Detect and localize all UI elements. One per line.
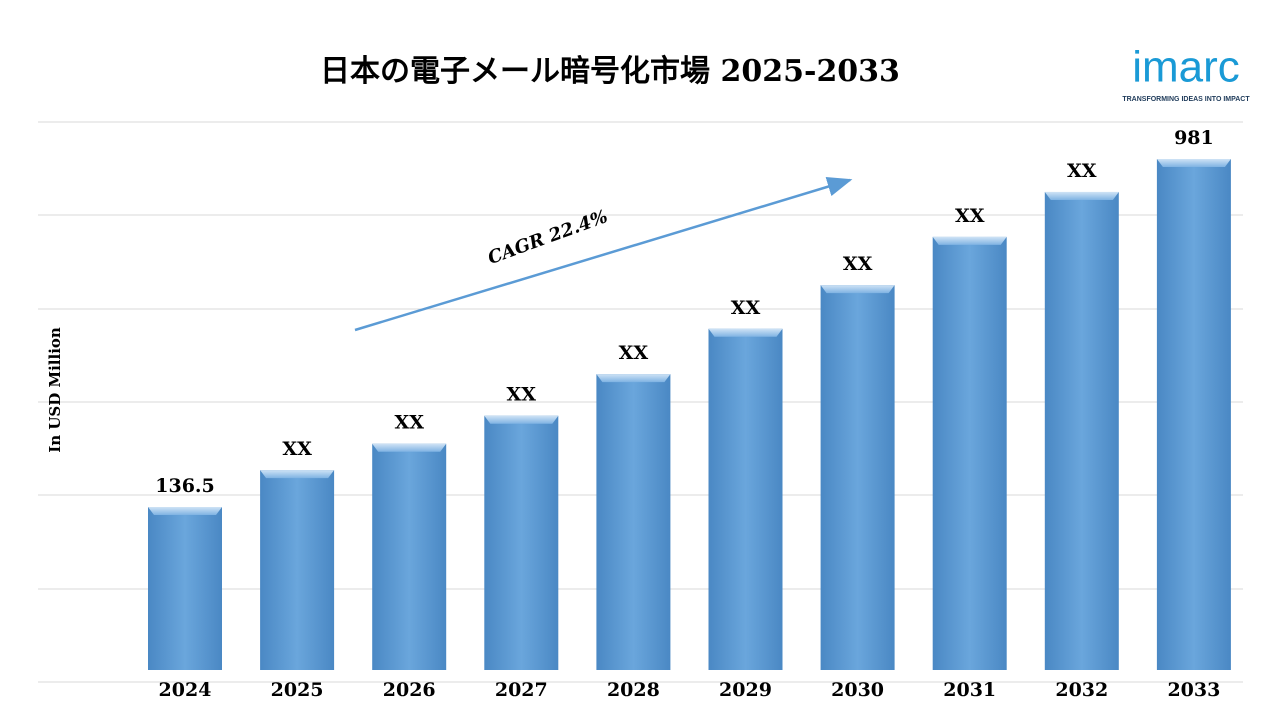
bar — [596, 374, 671, 670]
logo-tagline: TRANSFORMING IDEAS INTO IMPACT — [1122, 96, 1250, 103]
bar — [1156, 159, 1231, 670]
x-tick-label: 2028 — [607, 679, 660, 701]
bar-cap — [372, 443, 447, 452]
bar — [372, 443, 447, 670]
y-axis-label: In USD Million — [46, 327, 64, 453]
bar — [484, 415, 559, 670]
bar-cap — [820, 285, 895, 294]
x-tick-label: 2030 — [831, 679, 884, 701]
x-tick-label: 2031 — [943, 679, 996, 701]
bar — [932, 236, 1007, 671]
bar — [1044, 191, 1119, 670]
x-tick-label: 2032 — [1055, 679, 1108, 701]
value-label: XX — [843, 253, 873, 275]
x-tick-label: 2027 — [495, 679, 548, 701]
logo-name: imarc — [1132, 43, 1240, 92]
bar — [820, 285, 895, 670]
bar — [260, 470, 335, 670]
value-label: XX — [619, 342, 649, 364]
value-label: XX — [1067, 160, 1097, 182]
value-label: XX — [507, 384, 537, 406]
chart-title: 日本の電子メール暗号化市場 2025-2033 — [320, 54, 900, 89]
bar-cap — [1044, 191, 1119, 200]
value-label: XX — [731, 297, 761, 319]
bar-cap — [484, 415, 559, 424]
bar — [708, 328, 783, 670]
bar-cap — [260, 470, 335, 479]
value-label: 981 — [1174, 127, 1214, 149]
x-tick-label: 2029 — [719, 679, 772, 701]
x-tick-label: 2024 — [159, 679, 212, 701]
value-label: XX — [282, 438, 312, 460]
x-tick-label: 2026 — [383, 679, 436, 701]
bar-cap — [1156, 159, 1231, 167]
bar-cap — [932, 236, 1007, 245]
bar-cap — [596, 374, 671, 383]
value-label: 136.5 — [155, 475, 215, 497]
cagr-arrow — [354, 176, 853, 332]
bar-cap — [148, 507, 222, 515]
value-label: XX — [394, 412, 424, 434]
bars: 136.5 2024 XX 2025 XX 2026 XX 2027 XX 2028 XX 2029 X… — [148, 127, 1231, 701]
bar-cap — [708, 328, 783, 337]
x-tick-label: 2025 — [271, 679, 324, 701]
bar — [148, 507, 222, 670]
x-tick-label: 2033 — [1167, 679, 1220, 701]
value-label: XX — [955, 205, 985, 227]
